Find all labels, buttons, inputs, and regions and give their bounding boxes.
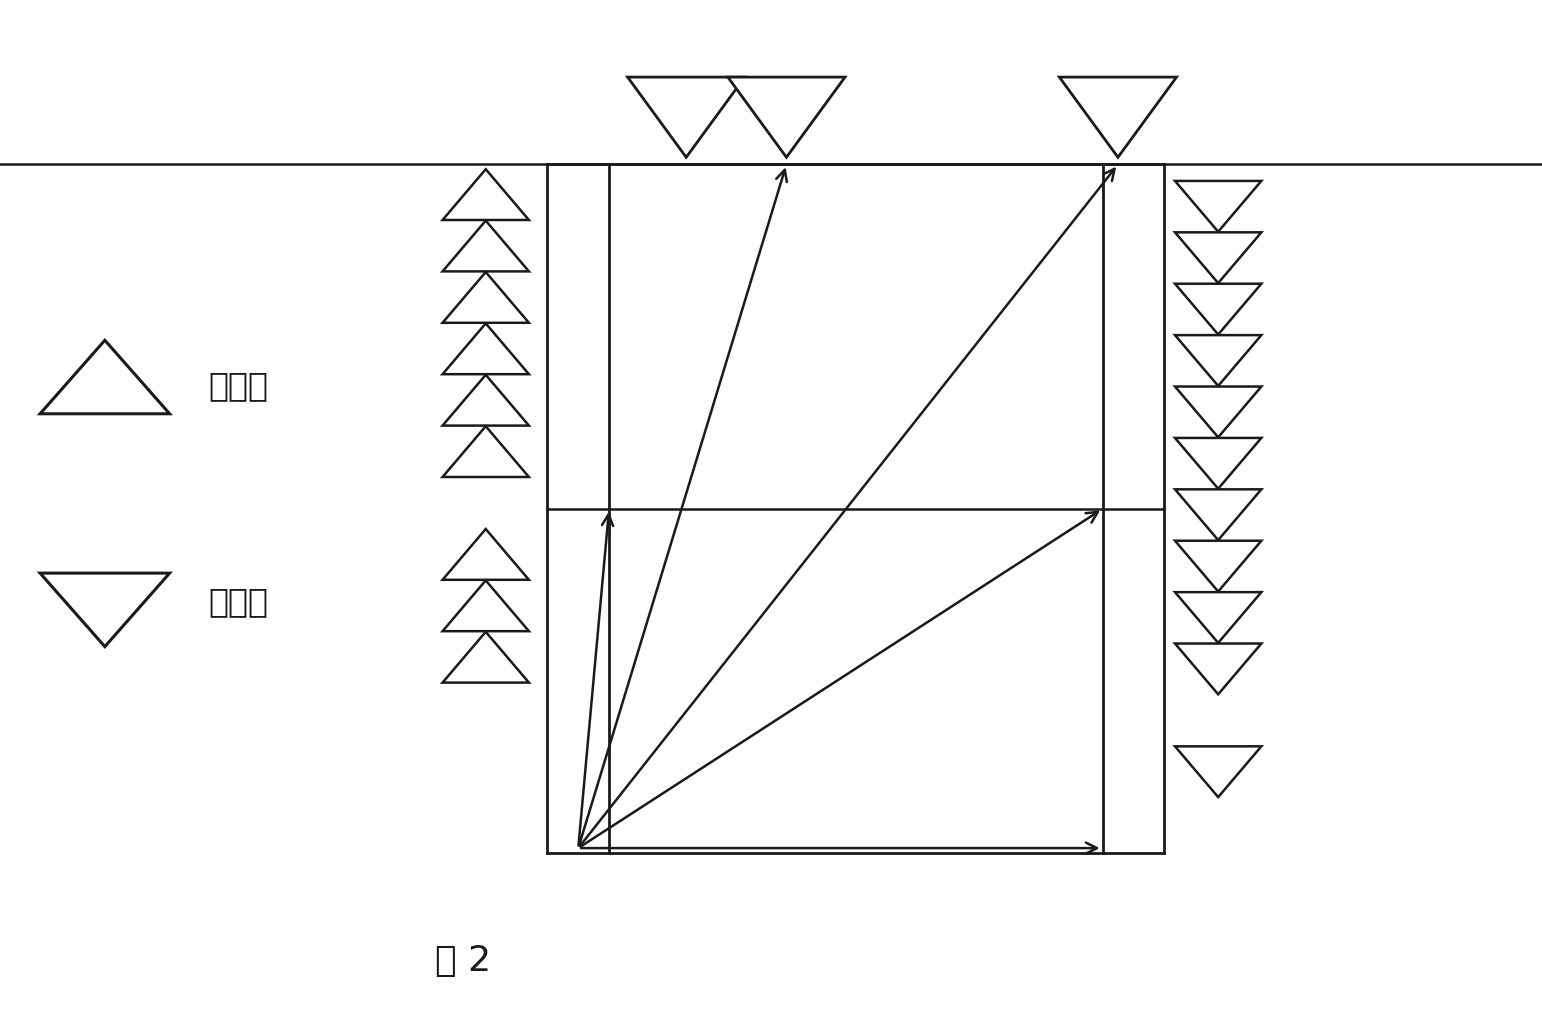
Polygon shape — [443, 632, 529, 683]
Polygon shape — [1175, 644, 1261, 694]
Text: 激发点: 激发点 — [208, 369, 268, 402]
Polygon shape — [1175, 746, 1261, 797]
Polygon shape — [1175, 232, 1261, 283]
Polygon shape — [728, 77, 845, 157]
Polygon shape — [1175, 592, 1261, 642]
Polygon shape — [1175, 335, 1261, 386]
Polygon shape — [1175, 284, 1261, 334]
Polygon shape — [443, 581, 529, 631]
Polygon shape — [443, 375, 529, 426]
Polygon shape — [1059, 77, 1177, 157]
Polygon shape — [1175, 438, 1261, 488]
Polygon shape — [443, 272, 529, 323]
Polygon shape — [443, 427, 529, 477]
Polygon shape — [40, 574, 170, 647]
Text: 图 2: 图 2 — [435, 944, 490, 979]
Text: 接收点: 接收点 — [208, 585, 268, 618]
Polygon shape — [1175, 489, 1261, 540]
Polygon shape — [443, 221, 529, 271]
Polygon shape — [628, 77, 745, 157]
Polygon shape — [1175, 387, 1261, 437]
Polygon shape — [1175, 181, 1261, 231]
Polygon shape — [1175, 541, 1261, 591]
Polygon shape — [443, 170, 529, 220]
Polygon shape — [40, 340, 170, 413]
Polygon shape — [443, 529, 529, 580]
Polygon shape — [443, 324, 529, 374]
